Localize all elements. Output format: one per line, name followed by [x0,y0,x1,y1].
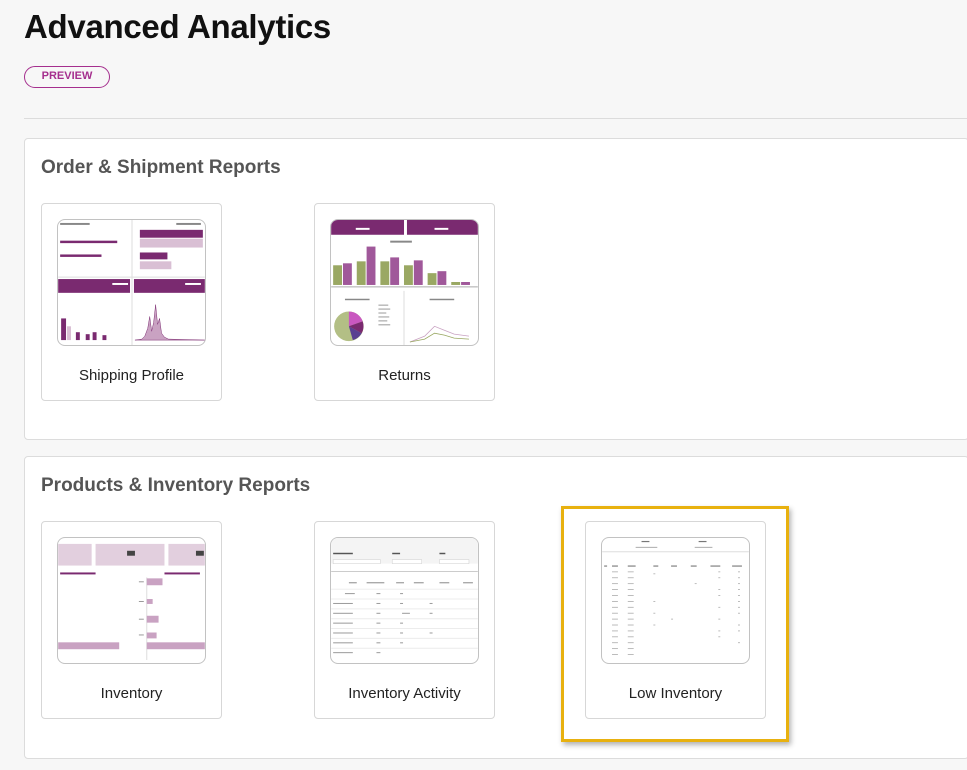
low-inventory-preview-image [602,540,749,655]
card-label: Returns [378,367,431,384]
card-label: Shipping Profile [78,367,185,384]
report-thumbnail [57,219,206,346]
inventory-activity-preview-image [331,538,478,654]
preview-badge: PREVIEW [24,66,110,88]
products-inventory-section: Products & Inventory Reports [24,456,967,759]
report-card-low-inventory[interactable]: Low Inventory [585,521,766,719]
report-card-shipping-profile[interactable]: Shipping Profile [41,203,222,401]
page-title: Advanced Analytics [24,8,331,45]
report-card-inventory[interactable]: Inventory [41,521,222,719]
section-title: Order & Shipment Reports [41,157,281,178]
report-thumbnail [330,219,479,346]
card-label: Low Inventory [628,685,723,702]
inventory-preview-image [58,543,205,661]
shipping-profile-preview-image [58,220,205,345]
report-thumbnail [57,537,206,664]
order-shipment-section: Order & Shipment Reports [24,138,967,440]
report-card-returns[interactable]: Returns [314,203,495,401]
returns-preview-image [331,220,478,345]
card-label: Inventory [100,685,163,702]
section-title: Products & Inventory Reports [41,475,311,496]
header-divider [24,118,967,119]
report-thumbnail [601,537,750,664]
card-label: Inventory Activity [348,685,461,702]
report-thumbnail [330,537,479,664]
report-card-inventory-activity[interactable]: Inventory Activity [314,521,495,719]
